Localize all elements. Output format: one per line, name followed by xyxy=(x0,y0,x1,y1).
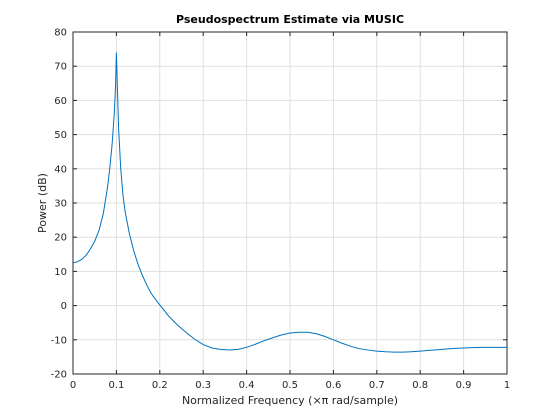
x-tick-label: 0 xyxy=(70,380,76,391)
y-tick-label: 0 xyxy=(61,301,67,312)
x-tick-label: 0.7 xyxy=(369,380,385,391)
chart-title: Pseudospectrum Estimate via MUSIC xyxy=(176,13,404,26)
x-axis-label: Normalized Frequency (×π rad/sample) xyxy=(182,394,398,407)
y-tick-label: 60 xyxy=(54,96,67,107)
y-tick-label: 80 xyxy=(54,28,67,39)
x-tick-label: 0.2 xyxy=(152,380,168,391)
x-tick-label: 0.4 xyxy=(239,380,255,391)
x-tick-label: 0.6 xyxy=(325,380,341,391)
tick-labels: 0 0.1 0.2 0.3 0.4 0.5 0.6 0.7 0.8 0.9 1 -20 -10 0 10 20… xyxy=(51,28,511,392)
x-tick-label: 0.1 xyxy=(108,380,124,391)
y-tick-label: 70 xyxy=(54,62,67,73)
x-tick-label: 0.8 xyxy=(412,380,428,391)
x-tick-label: 1 xyxy=(504,380,510,391)
x-tick-label: 0.5 xyxy=(282,380,298,391)
y-tick-label: -10 xyxy=(51,335,67,346)
y-tick-label: 20 xyxy=(54,233,67,244)
y-tick-label: 10 xyxy=(54,267,67,278)
x-tick-label: 0.3 xyxy=(195,380,211,391)
x-tick-label: 0.9 xyxy=(456,380,472,391)
grid xyxy=(73,32,507,374)
y-tick-label: 40 xyxy=(54,164,67,175)
y-axis-label: Power (dB) xyxy=(36,173,49,233)
y-tick-label: 50 xyxy=(54,130,67,141)
y-tick-label: -20 xyxy=(51,370,67,381)
series-line xyxy=(72,52,507,353)
ticks xyxy=(72,31,508,375)
y-tick-label: 30 xyxy=(54,199,67,210)
